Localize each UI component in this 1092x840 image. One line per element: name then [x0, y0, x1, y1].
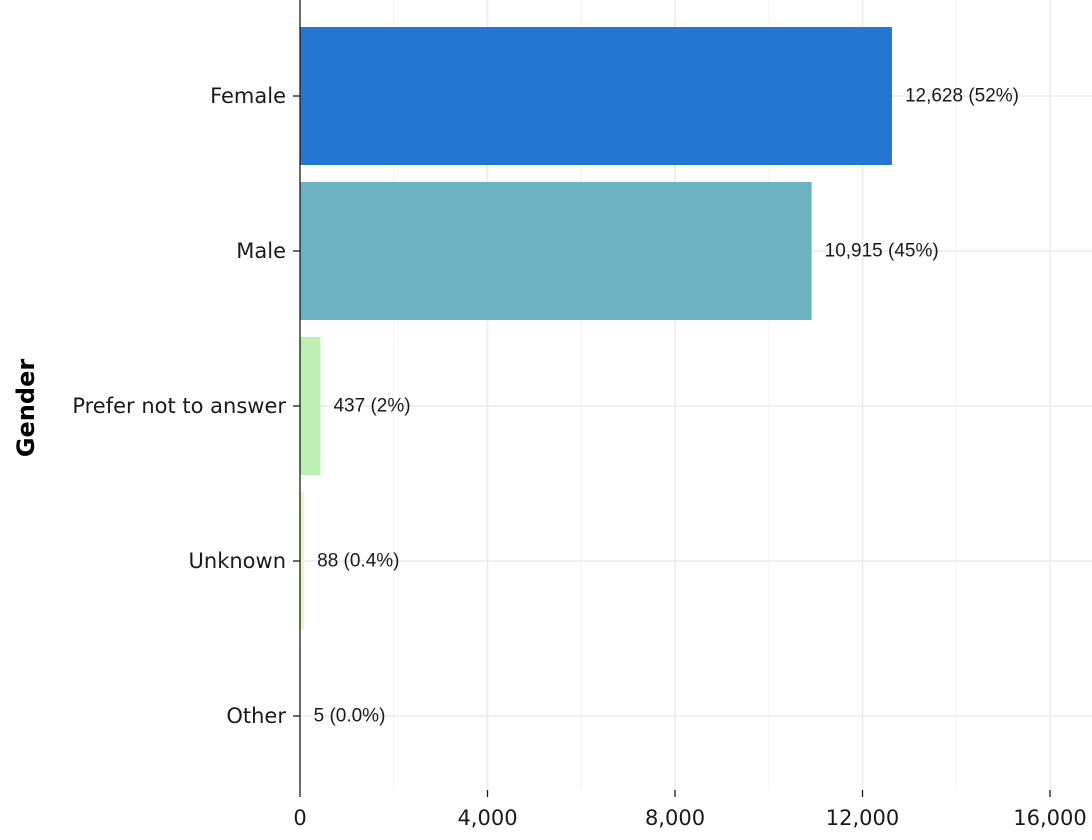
- category-label: Female: [210, 84, 286, 108]
- category-label: Prefer not to answer: [72, 394, 286, 418]
- bars: [300, 27, 892, 785]
- bar-unknown: [300, 492, 305, 630]
- data-label: 5 (0.0%): [314, 706, 386, 727]
- category-label: Other: [226, 704, 286, 728]
- x-tick-label: 12,000: [826, 806, 899, 830]
- bar-female: [300, 27, 892, 165]
- y-axis-title: Gender: [12, 359, 40, 458]
- bar-prefer-not-to-answer: [300, 337, 321, 475]
- category-label: Male: [236, 239, 286, 263]
- x-tick-label: 16,000: [1013, 806, 1086, 830]
- labels: 12,628 (52%) Female 10,915 (45%) Male 437 (2…: [72, 84, 1086, 830]
- data-label: 437 (2%): [333, 396, 410, 417]
- axes: [293, 0, 1051, 797]
- x-tick-label: 4,000: [457, 806, 517, 830]
- data-label: 88 (0.4%): [317, 551, 399, 572]
- bar-male: [300, 182, 812, 320]
- data-label: 12,628 (52%): [905, 86, 1019, 107]
- data-label: 10,915 (45%): [825, 241, 939, 262]
- category-label: Unknown: [189, 549, 286, 573]
- x-tick-label: 0: [293, 806, 306, 830]
- x-tick-label: 8,000: [645, 806, 705, 830]
